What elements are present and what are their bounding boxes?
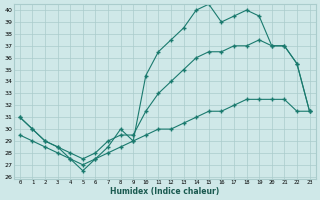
X-axis label: Humidex (Indice chaleur): Humidex (Indice chaleur) [110, 187, 219, 196]
